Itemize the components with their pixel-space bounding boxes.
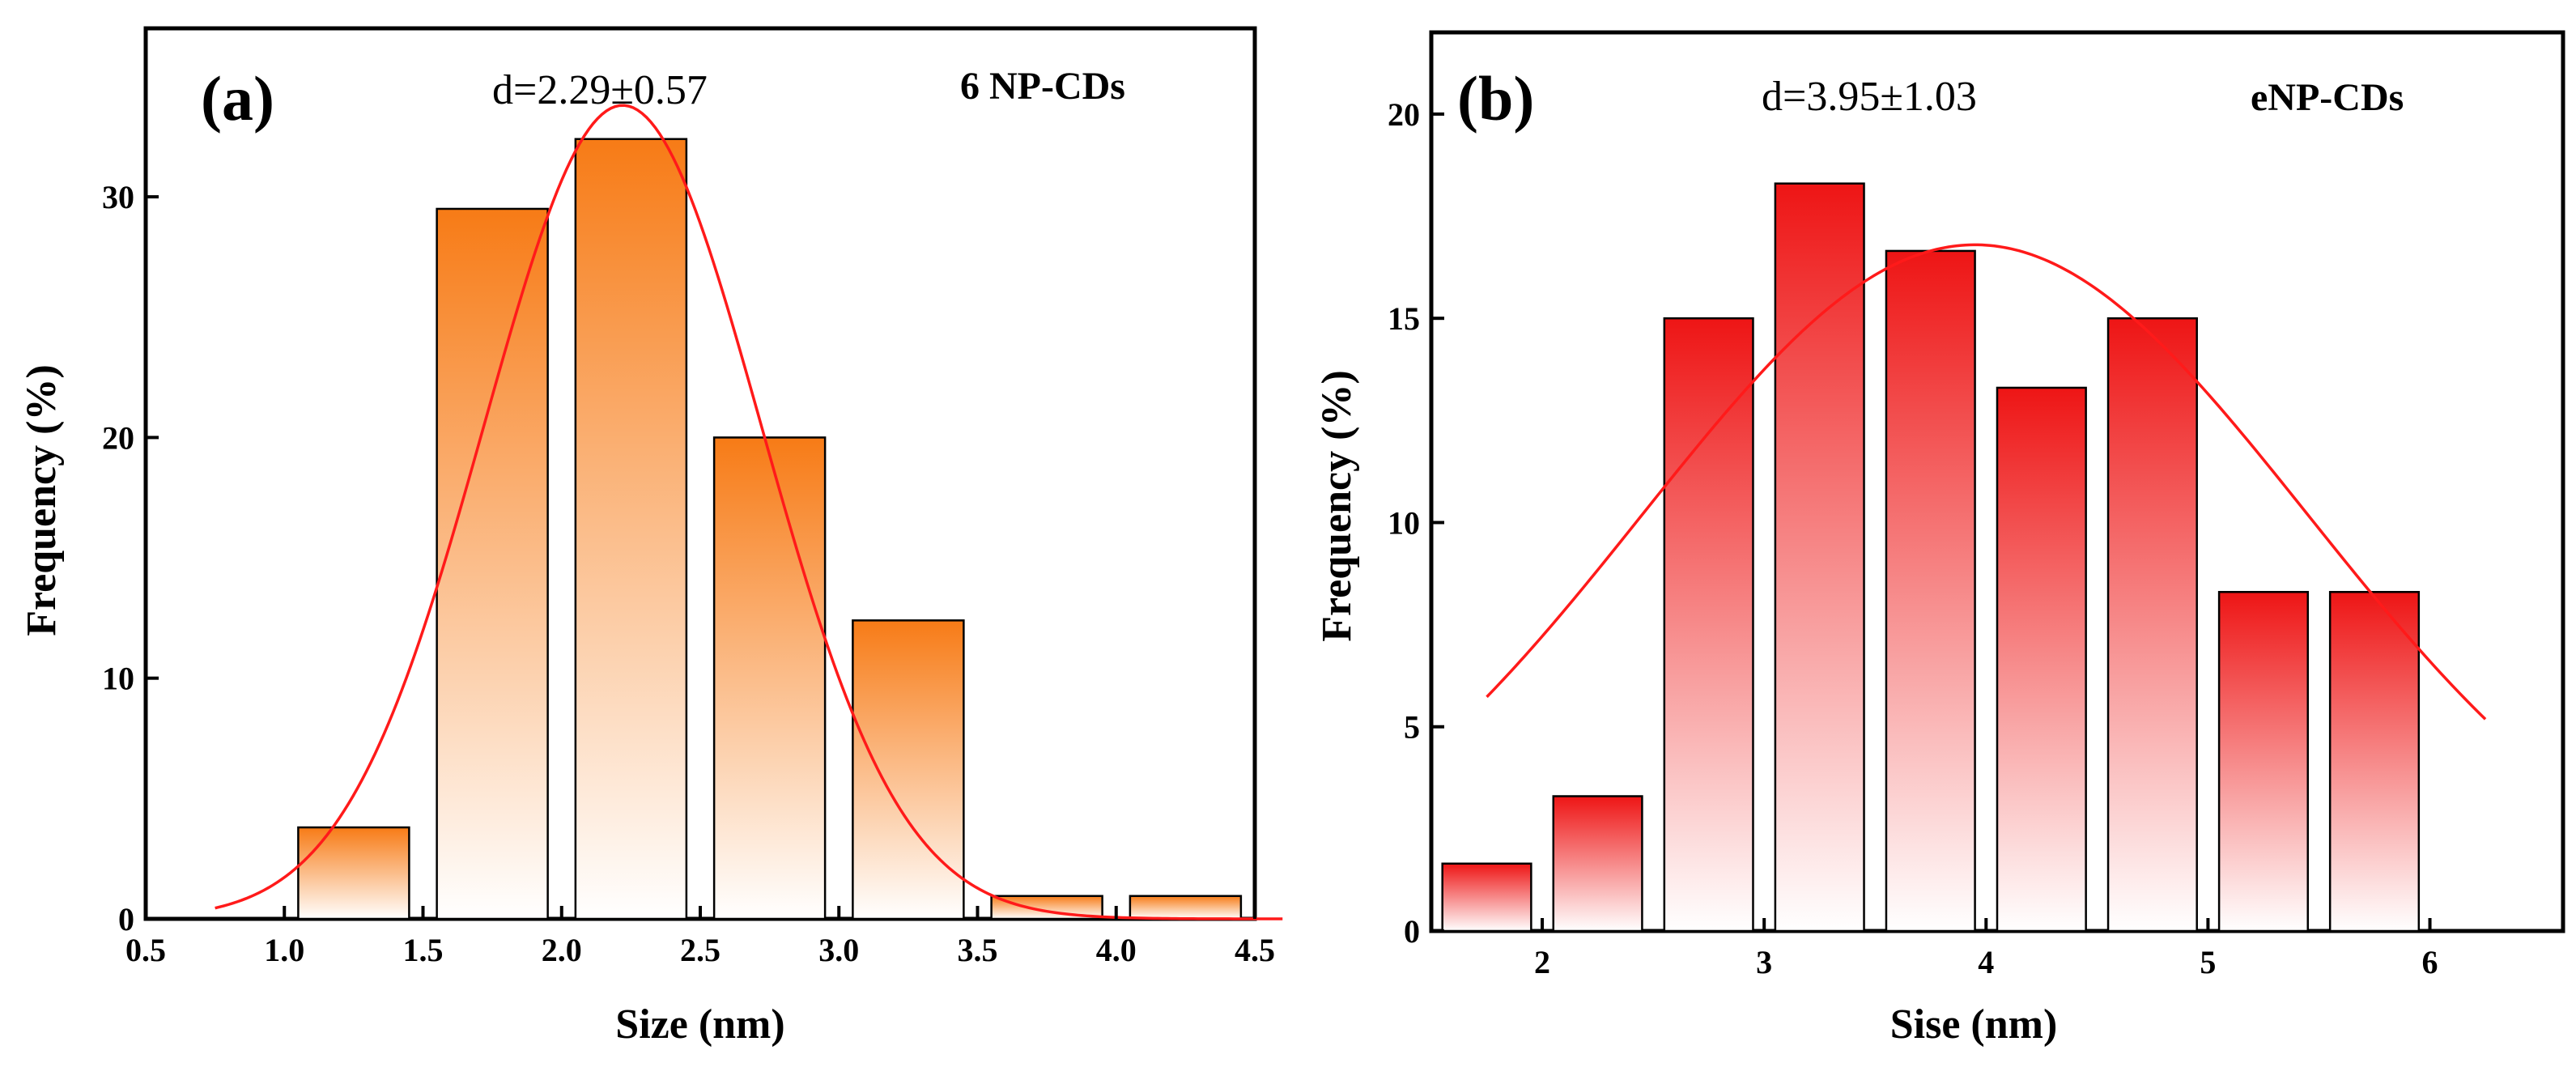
panel-a-y-tick-label-4: 30 [102,179,134,215]
panel-a-x-tick-label-7: 3.5 [958,932,998,968]
panel-a-y-tick-label-2: 10 [102,661,134,697]
panel-a-x-tick-label-2: 1.0 [264,932,304,968]
panel-a-x-ticks: 0.5 1.0 1.5 2.0 2.5 3.0 3.5 4.0 4.5 [125,906,1275,968]
panel-b-legend-sample-name: eNP-CDs [2251,76,2404,119]
panel-a-bar-4 [712,436,827,920]
panel-b-bar-4 [1774,182,1865,933]
panel-b-gaussian-fit-curve [1486,243,2487,721]
panel-a-mean-size-annotation: d=2.29±0.57 [492,67,708,113]
panel-b-bar-5 [1885,249,1976,933]
panel-b-x-tick-label-2: 3 [1756,944,1772,980]
panel-a-x-tick-label-9: 4.5 [1235,932,1275,968]
panel-a-bar-6 [990,895,1103,920]
panel-b-bar-6 [1996,386,2087,933]
panel-b-bar-3 [1663,317,1754,933]
panel-b-x-tick-label-5: 6 [2422,944,2438,980]
panel-b-bar-8 [2217,590,2310,933]
panel-b-y-tick-label-4: 15 [1388,300,1420,337]
panel-a-x-tick-label-1: 0.5 [125,932,166,968]
panel-a-legend-sample-name: 6 NP-CDs [960,65,1125,108]
panel-b-bar-7 [2106,317,2198,933]
panel-a-x-tick-label-6: 3.0 [818,932,859,968]
panel-a-y-tick-label-3: 20 [102,419,134,456]
panel-b-bar-2 [1552,795,1643,933]
panel-b-x-tick-label-4: 5 [2200,944,2216,980]
panel-b-y-axis-title: Frequency (%) [1314,370,1360,642]
panel-a-gaussian-fit-curve [215,104,1283,920]
panel-a-y-ticks: 0 10 20 30 [102,179,159,937]
panel-a-bar-5 [852,619,965,920]
panel-b-bar-9 [2328,590,2421,933]
panel-a-y-tick-label-1: 0 [118,901,134,937]
panel-b-x-axis-title: Sise (nm) [1890,1001,2058,1048]
panel-b-label: (b) [1457,63,1534,134]
panel-a-x-tick-label-4: 2.0 [542,932,582,968]
panel-b-x-ticks: 2 3 4 5 6 [1534,918,2438,980]
panel-b-x-tick-label-3: 4 [1978,944,1994,980]
panel-a-label: (a) [201,63,274,134]
panel-b-x-tick-label-1: 2 [1534,944,1550,980]
panel-a-bars [297,138,1243,920]
panel-b-y-tick-label-2: 5 [1404,709,1420,746]
panel-a-x-tick-label-3: 1.5 [403,932,444,968]
panel-b-mean-size-annotation: d=3.95±1.03 [1762,74,1977,120]
panel-b-y-tick-label-3: 10 [1388,504,1420,541]
panel-b-y-ticks: 0 5 10 15 20 [1388,96,1444,950]
panel-a-bar-3 [574,138,688,920]
panel-a-x-tick-label-5: 2.5 [680,932,721,968]
panel-a-x-axis-title: Size (nm) [615,1001,784,1048]
panel-a-plot-frame [143,26,1257,921]
panel-a-x-tick-label-8: 4.0 [1096,932,1137,968]
panel-b-bars [1441,182,2421,933]
panel-a-bar-1 [297,826,410,920]
panel-a-bar-2 [436,207,549,920]
panel-b-y-tick-label-1: 0 [1404,913,1420,950]
panel-b: 2 3 4 5 6 0 5 10 15 20 (b) d=3.95±1.03 eNP-CDs S… [1314,30,2565,1048]
panel-a-bar-7 [1129,895,1243,920]
panel-b-bar-1 [1441,862,1532,933]
panel-a-y-axis-title: Frequency (%) [19,364,65,636]
panel-b-y-tick-label-5: 20 [1388,96,1420,133]
